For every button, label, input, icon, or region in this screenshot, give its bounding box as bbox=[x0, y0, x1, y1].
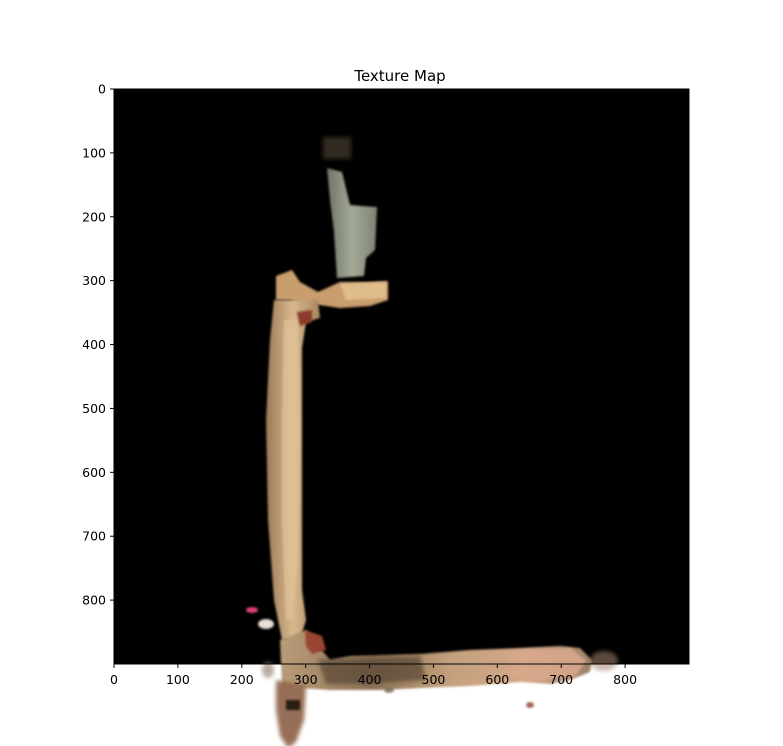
red-accent-top bbox=[297, 310, 312, 326]
x-tick-label: 0 bbox=[110, 672, 118, 687]
y-tick-label: 500 bbox=[82, 401, 106, 416]
red-accent-corner bbox=[305, 630, 326, 654]
y-tick-label: 100 bbox=[82, 145, 106, 160]
corner-dark-spot bbox=[286, 700, 300, 710]
texture-corridors bbox=[246, 137, 618, 746]
y-tick-label: 600 bbox=[82, 465, 106, 480]
x-tick-label: 500 bbox=[422, 672, 446, 687]
y-tick-label: 800 bbox=[82, 593, 106, 608]
speck-2 bbox=[526, 702, 534, 708]
y-tick-label: 300 bbox=[82, 273, 106, 288]
x-tick-label: 800 bbox=[613, 672, 637, 687]
y-tick-label: 0 bbox=[98, 82, 106, 97]
gray-corridor bbox=[327, 168, 377, 278]
x-axis: 0 100 200 300 400 500 600 700 800 bbox=[110, 664, 637, 687]
y-axis: 0 100 200 300 400 500 600 700 800 bbox=[82, 82, 114, 608]
y-tick-label: 400 bbox=[82, 337, 106, 352]
corner-tail bbox=[276, 680, 306, 746]
speck-1 bbox=[384, 687, 394, 693]
y-tick-label: 200 bbox=[82, 209, 106, 224]
x-tick-label: 400 bbox=[358, 672, 382, 687]
y-tick-label: 700 bbox=[82, 529, 106, 544]
x-tick-label: 200 bbox=[230, 672, 254, 687]
plot-frame bbox=[113, 88, 690, 665]
horizontal-corridor-dark bbox=[318, 656, 426, 684]
junction-band-light bbox=[340, 282, 386, 300]
left-pink-blob bbox=[246, 607, 258, 613]
chart-title: Texture Map bbox=[353, 67, 445, 85]
left-white-blob bbox=[258, 619, 274, 629]
left-speckle bbox=[262, 662, 274, 678]
vertical-corridor-highlight bbox=[282, 320, 300, 620]
x-tick-label: 600 bbox=[485, 672, 509, 687]
right-speckle bbox=[590, 651, 618, 671]
x-tick-label: 300 bbox=[294, 672, 318, 687]
texture-map-image bbox=[114, 89, 689, 664]
top-speckle bbox=[323, 137, 351, 159]
x-tick-label: 100 bbox=[166, 672, 190, 687]
x-tick-label: 700 bbox=[549, 672, 573, 687]
